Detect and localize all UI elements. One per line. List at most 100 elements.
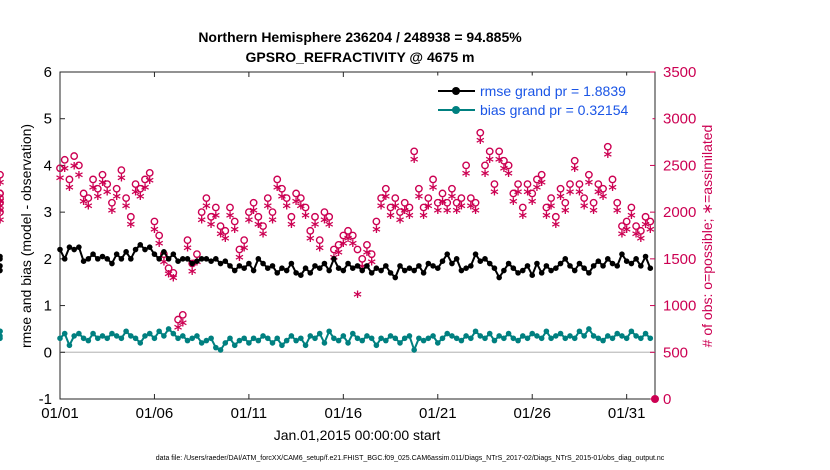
point-possible xyxy=(56,164,64,173)
x-tick-label: 01/06 xyxy=(136,405,174,422)
point-bias xyxy=(538,335,545,342)
point-possible xyxy=(363,240,371,249)
point-possible xyxy=(575,180,584,189)
point-rmse xyxy=(71,246,77,253)
legend-bias-label: bias grand pr = 0.32154 xyxy=(480,102,628,118)
point-possible xyxy=(570,156,579,165)
point-possible xyxy=(348,231,357,240)
point-possible xyxy=(320,208,329,217)
point-assimilated: * xyxy=(112,189,121,208)
point-possible xyxy=(89,175,97,184)
point-rmse xyxy=(548,267,554,274)
point-assimilated: * xyxy=(457,198,466,217)
point-possible xyxy=(485,147,494,156)
point-bias xyxy=(434,340,441,346)
point-rmse xyxy=(609,260,616,267)
point-possible xyxy=(93,184,102,193)
point-possible xyxy=(334,240,343,249)
point-bias xyxy=(345,340,351,346)
point-assimilated: * xyxy=(268,212,277,231)
point-rmse xyxy=(586,270,592,276)
point-possible xyxy=(98,170,107,179)
point-possible xyxy=(339,231,348,240)
point-possible xyxy=(542,203,551,212)
point-bias xyxy=(383,337,389,344)
point-bias xyxy=(104,335,111,342)
point-bias xyxy=(161,333,167,339)
point-rmse xyxy=(241,265,247,272)
point-rmse xyxy=(109,260,115,267)
data-file-footnote: data file: /Users/raeder/DAI/ATM_forcXX/… xyxy=(156,455,665,462)
point-possible xyxy=(410,147,419,156)
point-assimilated: * xyxy=(556,189,565,208)
point-rmse xyxy=(184,256,191,262)
point-assimilated: * xyxy=(575,184,584,203)
point-assimilated: * xyxy=(500,161,509,180)
point-possible xyxy=(145,169,154,177)
point-rmse xyxy=(104,256,111,262)
point-assimilated: * xyxy=(448,189,457,208)
point-bias xyxy=(132,335,139,342)
point-bias xyxy=(468,335,474,342)
point-rmse xyxy=(383,263,389,269)
point-possible xyxy=(315,236,324,245)
point-possible xyxy=(641,212,650,221)
point-bias xyxy=(194,333,200,339)
point-assimilated: * xyxy=(141,180,150,199)
point-possible xyxy=(282,194,291,203)
point-bias xyxy=(392,335,399,342)
point-rmse xyxy=(189,260,196,267)
point-possible xyxy=(372,217,381,226)
point-assimilated: * xyxy=(297,198,306,217)
point-possible xyxy=(367,250,376,259)
point-assimilated: * xyxy=(599,189,608,208)
point-possible xyxy=(126,212,135,221)
point-assimilated: * xyxy=(396,212,405,231)
point-possible xyxy=(216,222,225,231)
legend-bias-marker xyxy=(452,106,460,114)
point-bias xyxy=(217,347,224,353)
point-rmse xyxy=(623,258,630,264)
axis-ticks: 01/01 01/06 01/11 01/16 01/21 01/26 01/31 -1 0 1 2… xyxy=(39,64,697,422)
point-rmse xyxy=(638,263,644,269)
point-assimilated: * xyxy=(571,161,580,180)
point-possible xyxy=(226,203,234,212)
point-rmse xyxy=(198,256,205,262)
point-assimilated: * xyxy=(188,264,197,283)
point-bias xyxy=(175,335,181,342)
point-assimilated: * xyxy=(84,198,93,217)
point-possible xyxy=(183,236,192,245)
point-rmse xyxy=(0,263,3,269)
point-rmse xyxy=(213,256,219,262)
point-bias xyxy=(340,333,347,339)
point-possible xyxy=(136,184,145,193)
point-bias xyxy=(510,335,517,342)
point-assimilated: * xyxy=(131,184,140,203)
point-bias xyxy=(581,333,587,339)
point-bias xyxy=(123,328,129,335)
point-bias xyxy=(326,328,332,335)
point-assimilated: * xyxy=(467,198,476,217)
point-rmse xyxy=(340,267,347,274)
point-bias xyxy=(179,333,186,339)
point-possible xyxy=(386,203,395,212)
point-rmse xyxy=(227,263,233,269)
right-axis-origin-marker xyxy=(651,395,659,403)
point-assimilated: * xyxy=(344,231,353,250)
point-possible xyxy=(466,194,475,203)
point-possible xyxy=(504,161,513,170)
point-assimilated: * xyxy=(490,184,499,203)
point-rmse xyxy=(0,253,3,260)
point-assimilated: * xyxy=(580,198,589,217)
point-rmse xyxy=(501,267,507,274)
point-assimilated: * xyxy=(401,203,410,222)
point-assimilated: * xyxy=(372,222,381,241)
point-bias xyxy=(411,347,417,353)
point-bias xyxy=(184,337,191,344)
point-assimilated: * xyxy=(0,175,5,194)
point-assimilated: * xyxy=(245,212,254,231)
point-assimilated: * xyxy=(476,133,485,152)
point-possible xyxy=(584,170,593,179)
point-bias xyxy=(524,335,531,342)
